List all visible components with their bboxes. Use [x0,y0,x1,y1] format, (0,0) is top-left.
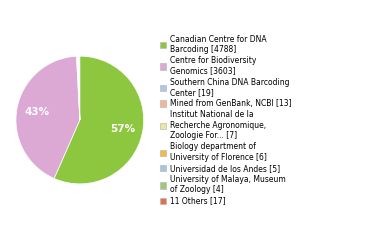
Wedge shape [79,56,80,120]
Wedge shape [79,56,80,120]
Text: 57%: 57% [110,124,135,134]
Wedge shape [78,56,80,120]
Wedge shape [16,56,80,179]
Legend: Canadian Centre for DNA
Barcoding [4788], Centre for Biodiversity
Genomics [3603: Canadian Centre for DNA Barcoding [4788]… [160,35,291,205]
Wedge shape [78,56,80,120]
Wedge shape [54,56,144,184]
Wedge shape [79,56,80,120]
Wedge shape [76,56,80,120]
Text: 43%: 43% [25,107,50,117]
Wedge shape [78,56,80,120]
